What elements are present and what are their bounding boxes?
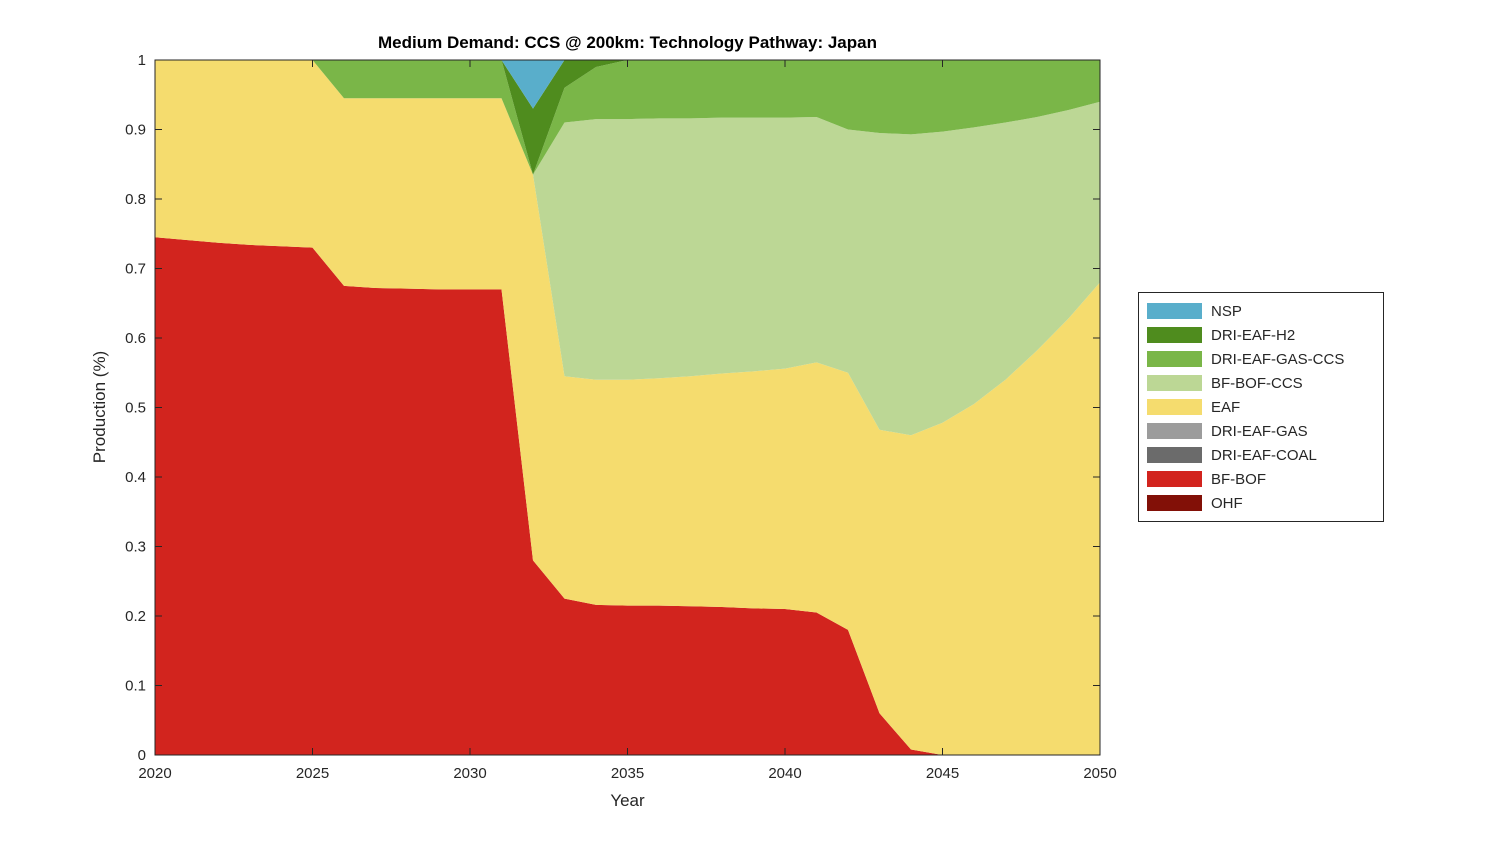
x-tick-label: 2030 bbox=[453, 765, 486, 782]
legend-label-DRI-EAF-COAL: DRI-EAF-COAL bbox=[1211, 446, 1317, 464]
area-EAF bbox=[155, 60, 1100, 755]
legend-label-EAF: EAF bbox=[1211, 398, 1241, 416]
legend-swatch-BF-BOF-CCS bbox=[1147, 375, 1202, 391]
legend-item-DRI-EAF-GAS-CCS: DRI-EAF-GAS-CCS bbox=[1147, 347, 1375, 371]
legend-label-DRI-EAF-GAS-CCS: DRI-EAF-GAS-CCS bbox=[1211, 350, 1345, 368]
legend-item-NSP: NSP bbox=[1147, 299, 1375, 323]
y-tick-label: 0.5 bbox=[125, 400, 146, 417]
legend-label-BF-BOF: BF-BOF bbox=[1211, 470, 1266, 488]
x-tick-label: 2045 bbox=[926, 765, 959, 782]
legend-label-NSP: NSP bbox=[1211, 302, 1242, 320]
legend-swatch-NSP bbox=[1147, 303, 1202, 319]
x-axis-label: Year bbox=[610, 791, 645, 810]
legend-swatch-DRI-EAF-COAL bbox=[1147, 447, 1202, 463]
y-tick-label: 0 bbox=[138, 747, 146, 764]
legend-swatch-OHF bbox=[1147, 495, 1202, 511]
legend-swatch-BF-BOF bbox=[1147, 471, 1202, 487]
x-tick-label: 2040 bbox=[768, 765, 801, 782]
chart-title: Medium Demand: CCS @ 200km: Technology P… bbox=[378, 33, 877, 52]
area-BF-BOF bbox=[155, 237, 1100, 756]
y-tick-label: 0.2 bbox=[125, 608, 146, 625]
legend-label-DRI-EAF-GAS: DRI-EAF-GAS bbox=[1211, 422, 1308, 440]
area-BF-BOF-CCS bbox=[155, 60, 1100, 436]
legend: NSP DRI-EAF-H2 DRI-EAF-GAS-CCS BF-BOF-CCS EA… bbox=[1138, 292, 1384, 522]
y-tick-label: 0.8 bbox=[125, 191, 146, 208]
x-tick-label: 2050 bbox=[1083, 765, 1116, 782]
y-tick-label: 0.7 bbox=[125, 261, 146, 278]
legend-swatch-DRI-EAF-GAS-CCS bbox=[1147, 351, 1202, 367]
y-tick-label: 0.3 bbox=[125, 539, 146, 556]
legend-item-OHF: OHF bbox=[1147, 491, 1375, 515]
legend-label-OHF: OHF bbox=[1211, 494, 1243, 512]
x-tick-label: 2035 bbox=[611, 765, 644, 782]
area-DRI-EAF-GAS-CCS bbox=[155, 60, 1100, 175]
legend-swatch-DRI-EAF-H2 bbox=[1147, 327, 1202, 343]
legend-item-BF-BOF-CCS: BF-BOF-CCS bbox=[1147, 371, 1375, 395]
legend-label-BF-BOF-CCS: BF-BOF-CCS bbox=[1211, 374, 1303, 392]
y-tick-label: 1 bbox=[138, 52, 146, 69]
legend-item-DRI-EAF-GAS: DRI-EAF-GAS bbox=[1147, 419, 1375, 443]
legend-item-DRI-EAF-COAL: DRI-EAF-COAL bbox=[1147, 443, 1375, 467]
x-tick-label: 2025 bbox=[296, 765, 329, 782]
legend-item-BF-BOF: BF-BOF bbox=[1147, 467, 1375, 491]
y-tick-label: 0.9 bbox=[125, 122, 146, 139]
legend-label-DRI-EAF-H2: DRI-EAF-H2 bbox=[1211, 326, 1296, 344]
legend-swatch-EAF bbox=[1147, 399, 1202, 415]
x-tick-label: 2020 bbox=[138, 765, 171, 782]
y-tick-label: 0.6 bbox=[125, 330, 146, 347]
legend-item-EAF: EAF bbox=[1147, 395, 1375, 419]
y-tick-label: 0.1 bbox=[125, 678, 146, 695]
legend-swatch-DRI-EAF-GAS bbox=[1147, 423, 1202, 439]
legend-item-DRI-EAF-H2: DRI-EAF-H2 bbox=[1147, 323, 1375, 347]
y-tick-label: 0.4 bbox=[125, 469, 146, 486]
